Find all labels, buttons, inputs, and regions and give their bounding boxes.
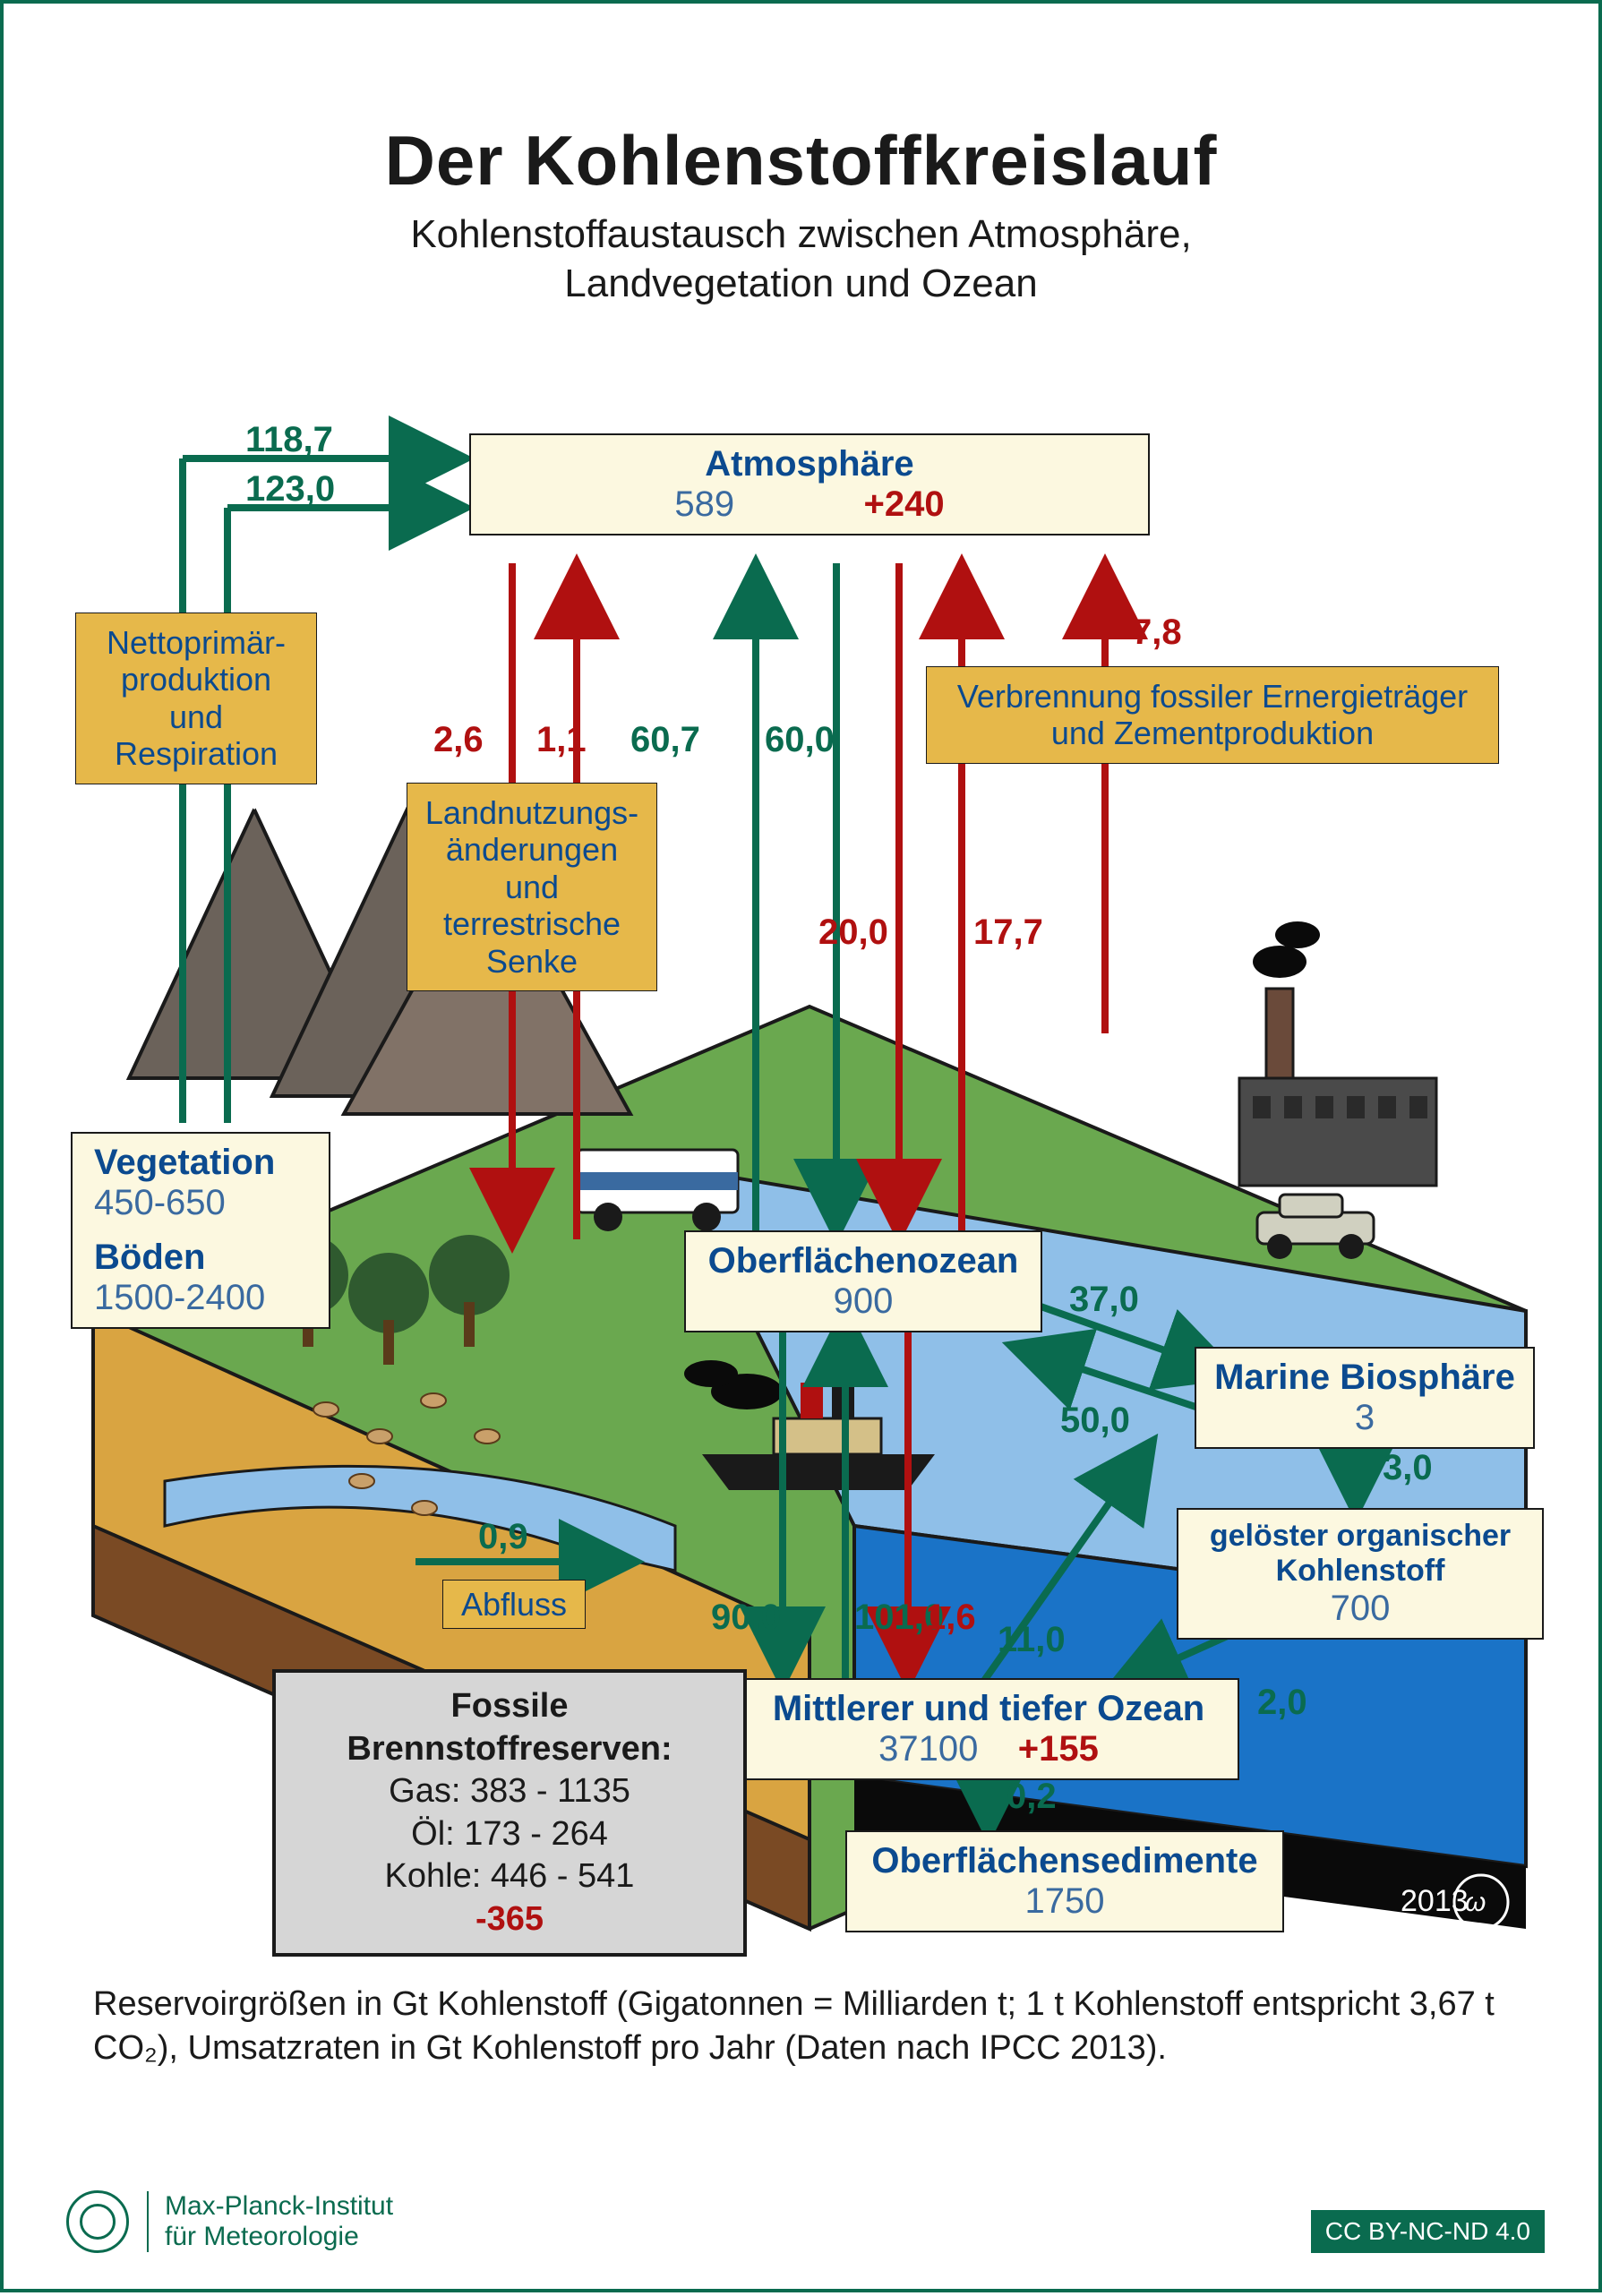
page-subtitle: Kohlenstoffaustausch zwischen Atmosphäre…	[4, 210, 1598, 308]
flux-doc-deep: 2,0	[1257, 1683, 1307, 1723]
footer-attribution: Max-Planck-Institut für Meteorologie	[66, 2190, 393, 2253]
reservoir-atmosphere: Atmosphäre 589 +240	[469, 433, 1150, 535]
flux-npp-down: 123,0	[245, 469, 335, 510]
reservoir-sediments: Oberflächensedimente 1750	[845, 1830, 1284, 1932]
flux-runoff: 0,9	[478, 1517, 528, 1557]
year-label: 2013	[1401, 1884, 1469, 1918]
subtitle-line2: Landvegetation und Ozean	[564, 261, 1037, 305]
institute-line2: für Meteorologie	[165, 2222, 393, 2252]
process-landuse: Landnutzungs-änderungenundterrestrischeS…	[407, 783, 657, 991]
reservoir-vegetation-soil: Vegetation 450-650 Böden 1500-2400	[71, 1132, 330, 1329]
atmosphere-change: +240	[864, 484, 945, 524]
caption: Reservoirgrößen in Gt Kohlenstoff (Gigat…	[93, 1983, 1509, 2071]
vegetation-value: 450-650	[94, 1183, 313, 1223]
surface-ocean-value: 900	[702, 1281, 1024, 1322]
flux-ocean-atm-down: 60,0	[765, 720, 835, 760]
flux-landuse-src: 1,1	[536, 720, 587, 760]
soils-value: 1500-2400	[94, 1278, 313, 1318]
marine-bio-value: 3	[1212, 1398, 1517, 1438]
flux-bio-surf: 37,0	[1069, 1280, 1139, 1320]
sediments-label: Oberflächensedimente	[863, 1841, 1266, 1881]
flux-deep-bio: 11,0	[998, 1620, 1066, 1660]
fossil-coal: Kohle: 446 - 541	[297, 1855, 722, 1898]
doc-value: 700	[1195, 1589, 1526, 1629]
process-fossil: Verbrennung fossiler Ernergieträgerund Z…	[926, 666, 1499, 764]
fossil-title: Fossile Brennstoffreserven:	[297, 1685, 722, 1770]
marine-bio-label: Marine Biosphäre	[1212, 1358, 1517, 1398]
flux-landuse-sink: 2,6	[433, 720, 484, 760]
fossil-oil: Öl: 173 - 264	[297, 1813, 722, 1856]
deep-ocean-value: 37100	[878, 1729, 978, 1769]
fossil-reserves-box: Fossile Brennstoffreserven: Gas: 383 - 1…	[272, 1669, 747, 1957]
flux-ocean-atm-up: 60,7	[630, 720, 700, 760]
process-npp: Nettoprimär-produktion undRespiration	[75, 613, 317, 784]
atmosphere-label: Atmosphäre	[487, 444, 1132, 484]
flux-npp-up: 118,7	[245, 420, 333, 460]
flux-ocean-anthro-down: 20,0	[818, 912, 888, 953]
flux-surf-deep: 90,0	[711, 1598, 781, 1638]
flux-fossil: 7,8	[1132, 613, 1182, 653]
subtitle-line1: Kohlenstoffaustausch zwischen Atmosphäre…	[410, 212, 1191, 256]
flux-ocean-anthro-up: 17,7	[973, 912, 1043, 953]
mpi-logo-icon	[66, 2190, 129, 2253]
fossil-change: -365	[297, 1898, 722, 1941]
atmosphere-value: 589	[674, 484, 734, 524]
reservoir-deep-ocean: Mittlerer und tiefer Ozean 37100 +155	[738, 1678, 1239, 1780]
page-title: Der Kohlenstoffkreislauf	[4, 120, 1598, 201]
sediments-value: 1750	[863, 1881, 1266, 1922]
license-badge: CC BY-NC-ND 4.0	[1311, 2210, 1545, 2253]
process-runoff: Abfluss	[442, 1580, 586, 1629]
flux-bio-doc: 3,0	[1383, 1448, 1433, 1488]
vegetation-label: Vegetation	[94, 1143, 313, 1183]
flux-deep-sed: 0,2	[1007, 1777, 1057, 1817]
reservoir-marine-bio: Marine Biosphäre 3	[1195, 1347, 1535, 1449]
flux-anthro-deep: 1,6	[926, 1598, 976, 1638]
deep-ocean-label: Mittlerer und tiefer Ozean	[756, 1689, 1221, 1729]
fossil-gas: Gas: 383 - 1135	[297, 1770, 722, 1813]
reservoir-surface-ocean: Oberflächenozean 900	[684, 1230, 1042, 1332]
soils-label: Böden	[94, 1238, 313, 1278]
institute-line1: Max-Planck-Institut	[165, 2191, 393, 2222]
surface-ocean-label: Oberflächenozean	[702, 1241, 1024, 1281]
reservoir-doc: gelöster organischer Kohlenstoff 700	[1177, 1508, 1544, 1640]
deep-ocean-change: +155	[1018, 1729, 1099, 1769]
doc-label: gelöster organischer Kohlenstoff	[1195, 1519, 1526, 1589]
flux-surf-bio: 50,0	[1060, 1401, 1130, 1441]
